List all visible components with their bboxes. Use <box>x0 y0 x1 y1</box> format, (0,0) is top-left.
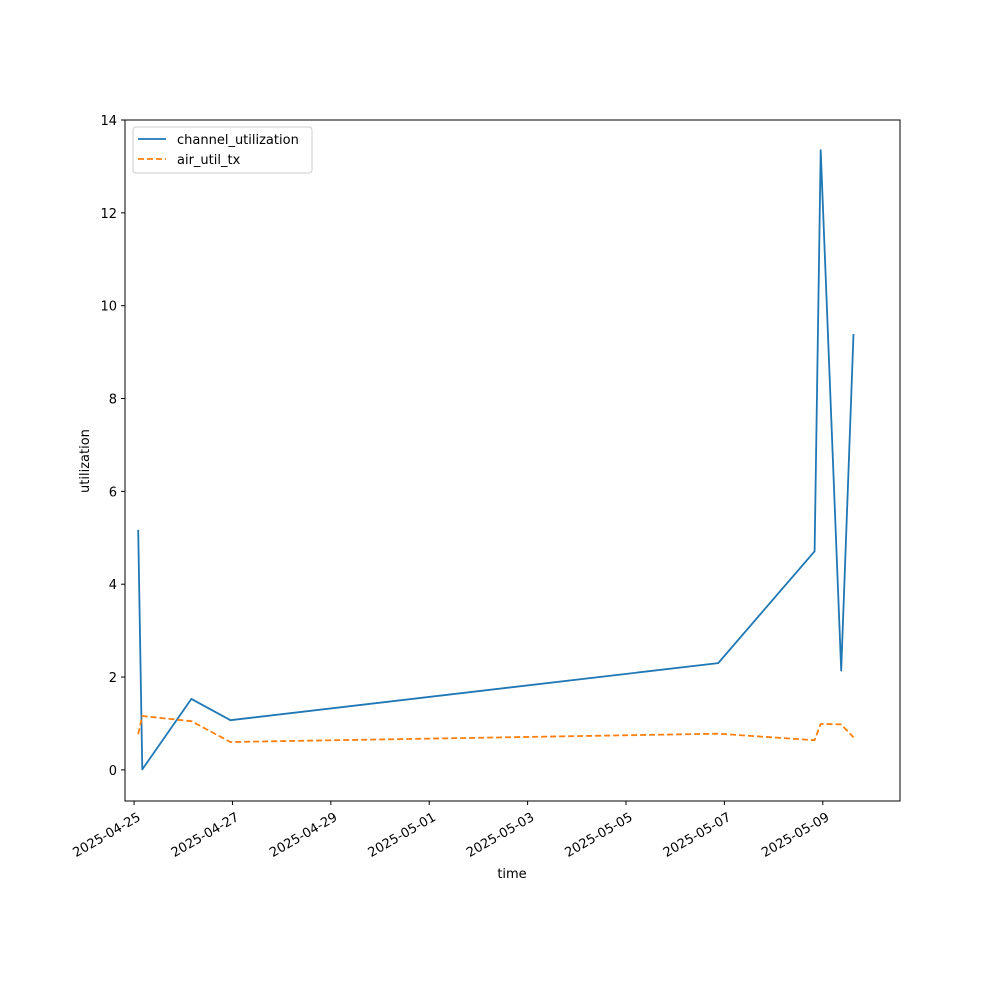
legend-box <box>132 126 313 174</box>
plot-lines <box>137 149 855 771</box>
legend-label: channel_utilization <box>177 133 299 148</box>
plot-frame <box>124 119 901 802</box>
y-tick-label: 2 <box>109 671 117 686</box>
y-tick-label: 14 <box>100 114 117 129</box>
y-tick-label: 0 <box>109 764 117 779</box>
y-axis-title: utilization <box>78 429 93 493</box>
y-tick-label: 6 <box>109 485 117 500</box>
x-axis-title: time <box>497 867 526 882</box>
y-tick-label: 4 <box>109 578 117 593</box>
series-line-channel-utilization <box>137 149 855 771</box>
legend: channel_utilization air_util_tx <box>132 126 313 174</box>
y-tick-label: 10 <box>100 300 117 315</box>
y-tick-label: 12 <box>100 207 117 222</box>
y-tick-label: 8 <box>109 393 117 408</box>
legend-label: air_util_tx <box>177 153 241 168</box>
y-axis: 0 2 4 6 8 10 12 14 <box>100 114 125 779</box>
